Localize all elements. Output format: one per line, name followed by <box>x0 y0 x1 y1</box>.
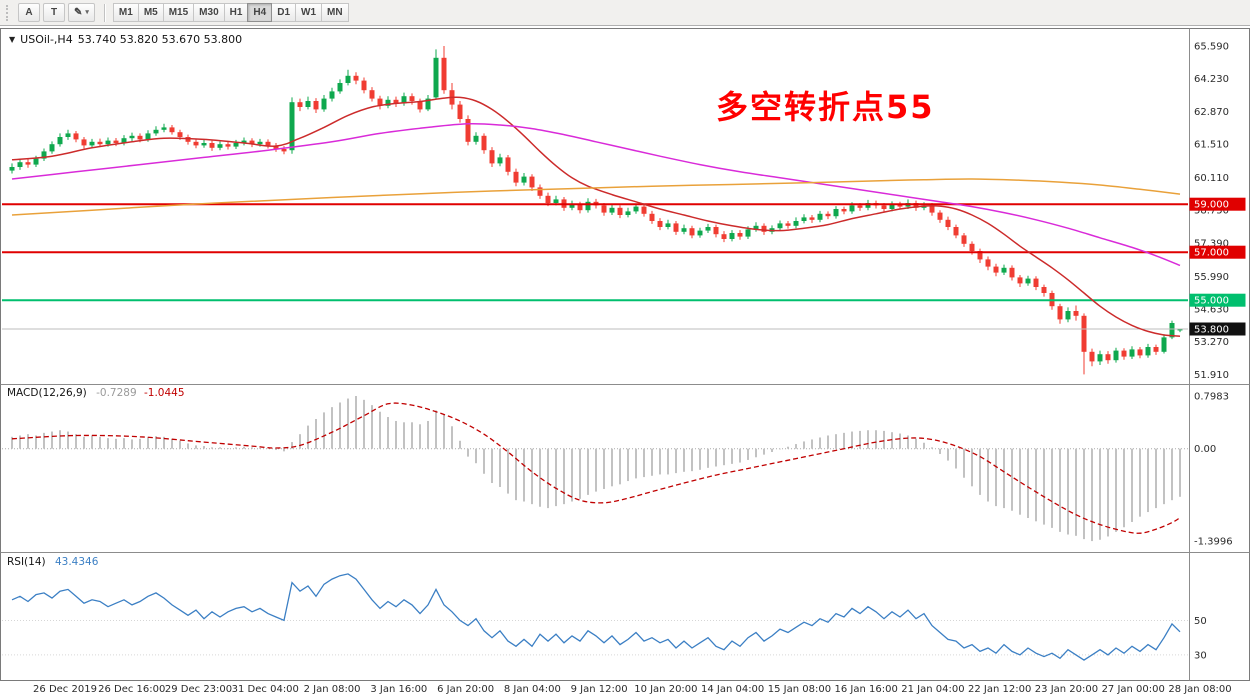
toolbar-separator <box>103 3 105 22</box>
rsi-value: 43.4346 <box>54 556 99 568</box>
ma-fast-red <box>11 96 1181 337</box>
timeframe-button-m5[interactable]: M5 <box>137 3 164 22</box>
svg-text:26 Dec 2019: 26 Dec 2019 <box>33 684 97 695</box>
svg-text:26 Dec 16:00: 26 Dec 16:00 <box>98 684 165 695</box>
symbol-label: USOil-,H4 <box>20 33 73 46</box>
svg-text:53.270: 53.270 <box>1194 337 1229 348</box>
rsi-header: RSI(14) 43.4346 <box>7 556 98 568</box>
moving-averages <box>11 96 1181 337</box>
svg-text:50: 50 <box>1194 616 1207 627</box>
price-chart-canvas[interactable]: 65.590 64.230 62.870 61.510 60.110 58.750 57.3… <box>0 26 1250 698</box>
svg-text:28 Jan 08:00: 28 Jan 08:00 <box>1168 684 1231 695</box>
svg-text:6 Jan 20:00: 6 Jan 20:00 <box>437 684 494 695</box>
chart-frame <box>0 28 1250 681</box>
timeframe-button-w1[interactable]: W1 <box>295 3 323 22</box>
svg-text:60.110: 60.110 <box>1194 173 1229 184</box>
candles-layer <box>9 46 1183 375</box>
horizontal-lines <box>2 203 1188 330</box>
svg-text:15 Jan 08:00: 15 Jan 08:00 <box>768 684 831 695</box>
rsi-label: RSI(14) <box>7 556 46 568</box>
chevron-down-icon: ▾ <box>85 9 89 16</box>
timeframe-button-m15[interactable]: M15 <box>162 3 195 22</box>
svg-text:62.870: 62.870 <box>1194 107 1229 118</box>
svg-text:10 Jan 20:00: 10 Jan 20:00 <box>634 684 697 695</box>
svg-text:55.000: 55.000 <box>1194 296 1229 307</box>
svg-text:58.750: 58.750 <box>1194 206 1229 217</box>
svg-text:2 Jan 08:00: 2 Jan 08:00 <box>304 684 361 695</box>
timeframe-button-h1[interactable]: H1 <box>223 3 249 22</box>
macd-histogram <box>11 396 1181 542</box>
svg-text:0.7983: 0.7983 <box>1194 392 1229 403</box>
svg-text:9 Jan 12:00: 9 Jan 12:00 <box>571 684 628 695</box>
pencil-icon: ✎ <box>74 6 83 18</box>
svg-text:57.000: 57.000 <box>1194 248 1229 259</box>
svg-text:31 Dec 04:00: 31 Dec 04:00 <box>232 684 299 695</box>
svg-text:14 Jan 04:00: 14 Jan 04:00 <box>701 684 764 695</box>
timeframe-button-h4[interactable]: H4 <box>247 3 273 22</box>
collapse-triangle-icon[interactable]: ▼ <box>9 35 16 44</box>
svg-text:-1.3996: -1.3996 <box>1194 537 1233 548</box>
svg-text:65.590: 65.590 <box>1194 42 1229 53</box>
timeframe-button-m30[interactable]: M30 <box>193 3 225 22</box>
timeframe-group: M1 M5 M15 M30 H1 H4 D1 W1 MN <box>112 3 349 22</box>
svg-text:53.800: 53.800 <box>1194 325 1229 336</box>
macd-label: MACD(12,26,9) <box>7 387 87 399</box>
svg-text:21 Jan 04:00: 21 Jan 04:00 <box>901 684 964 695</box>
svg-text:54.630: 54.630 <box>1194 305 1229 316</box>
timeframe-button-m1[interactable]: M1 <box>112 3 139 22</box>
time-axis-labels: 26 Dec 2019 26 Dec 16:00 29 Dec 23:00 31 De… <box>33 684 1232 695</box>
svg-text:0.00: 0.00 <box>1194 444 1216 455</box>
macd-signal-line <box>11 402 1181 534</box>
svg-text:61.510: 61.510 <box>1194 139 1229 150</box>
svg-text:30: 30 <box>1194 650 1207 661</box>
ma-mid-magenta <box>11 122 1181 267</box>
timeframe-button-d1[interactable]: D1 <box>271 3 297 22</box>
timeframe-button-mn[interactable]: MN <box>321 3 349 22</box>
ma-slow-orange <box>11 178 1181 216</box>
svg-text:22 Jan 12:00: 22 Jan 12:00 <box>968 684 1031 695</box>
svg-text:29 Dec 23:00: 29 Dec 23:00 <box>165 684 232 695</box>
chart-symbol-header: ▼ USOil-,H4 53.740 53.820 53.670 53.800 <box>9 33 242 46</box>
svg-text:27 Jan 00:00: 27 Jan 00:00 <box>1102 684 1165 695</box>
macd-signal-value: -1.0445 <box>143 387 185 399</box>
price-axis-labels: 65.590 64.230 62.870 61.510 60.110 58.750 57.3… <box>1194 42 1233 662</box>
rsi-line <box>11 573 1181 661</box>
svg-text:23 Jan 20:00: 23 Jan 20:00 <box>1035 684 1098 695</box>
ohlc-values: 53.740 53.820 53.670 53.800 <box>77 33 243 46</box>
annotation-tool-button[interactable]: A <box>18 3 40 22</box>
draw-tool-button[interactable]: ✎ ▾ <box>68 3 95 22</box>
svg-text:3 Jan 16:00: 3 Jan 16:00 <box>370 684 427 695</box>
svg-text:16 Jan 16:00: 16 Jan 16:00 <box>835 684 898 695</box>
svg-text:51.910: 51.910 <box>1194 370 1229 381</box>
toolbar-grip[interactable] <box>6 4 12 21</box>
macd-main-value: -0.7289 <box>96 387 137 399</box>
svg-text:8 Jan 04:00: 8 Jan 04:00 <box>504 684 561 695</box>
svg-text:64.230: 64.230 <box>1194 74 1229 85</box>
svg-text:55.990: 55.990 <box>1194 272 1229 283</box>
svg-text:59.000: 59.000 <box>1194 200 1229 211</box>
text-tool-button[interactable]: T <box>43 3 65 22</box>
toolbar: A T ✎ ▾ M1 M5 M15 M30 H1 H4 D1 W1 MN <box>0 0 1250 26</box>
svg-text:57.390: 57.390 <box>1194 238 1229 249</box>
macd-header: MACD(12,26,9) -0.7289 -1.0445 <box>7 387 185 399</box>
chart-area[interactable]: 65.590 64.230 62.870 61.510 60.110 58.750 57.3… <box>0 26 1250 698</box>
price-axis-badges: 59.000 57.000 55.000 53.800 <box>1189 197 1246 336</box>
chart-annotation-text: 多空转折点55 <box>716 88 935 126</box>
